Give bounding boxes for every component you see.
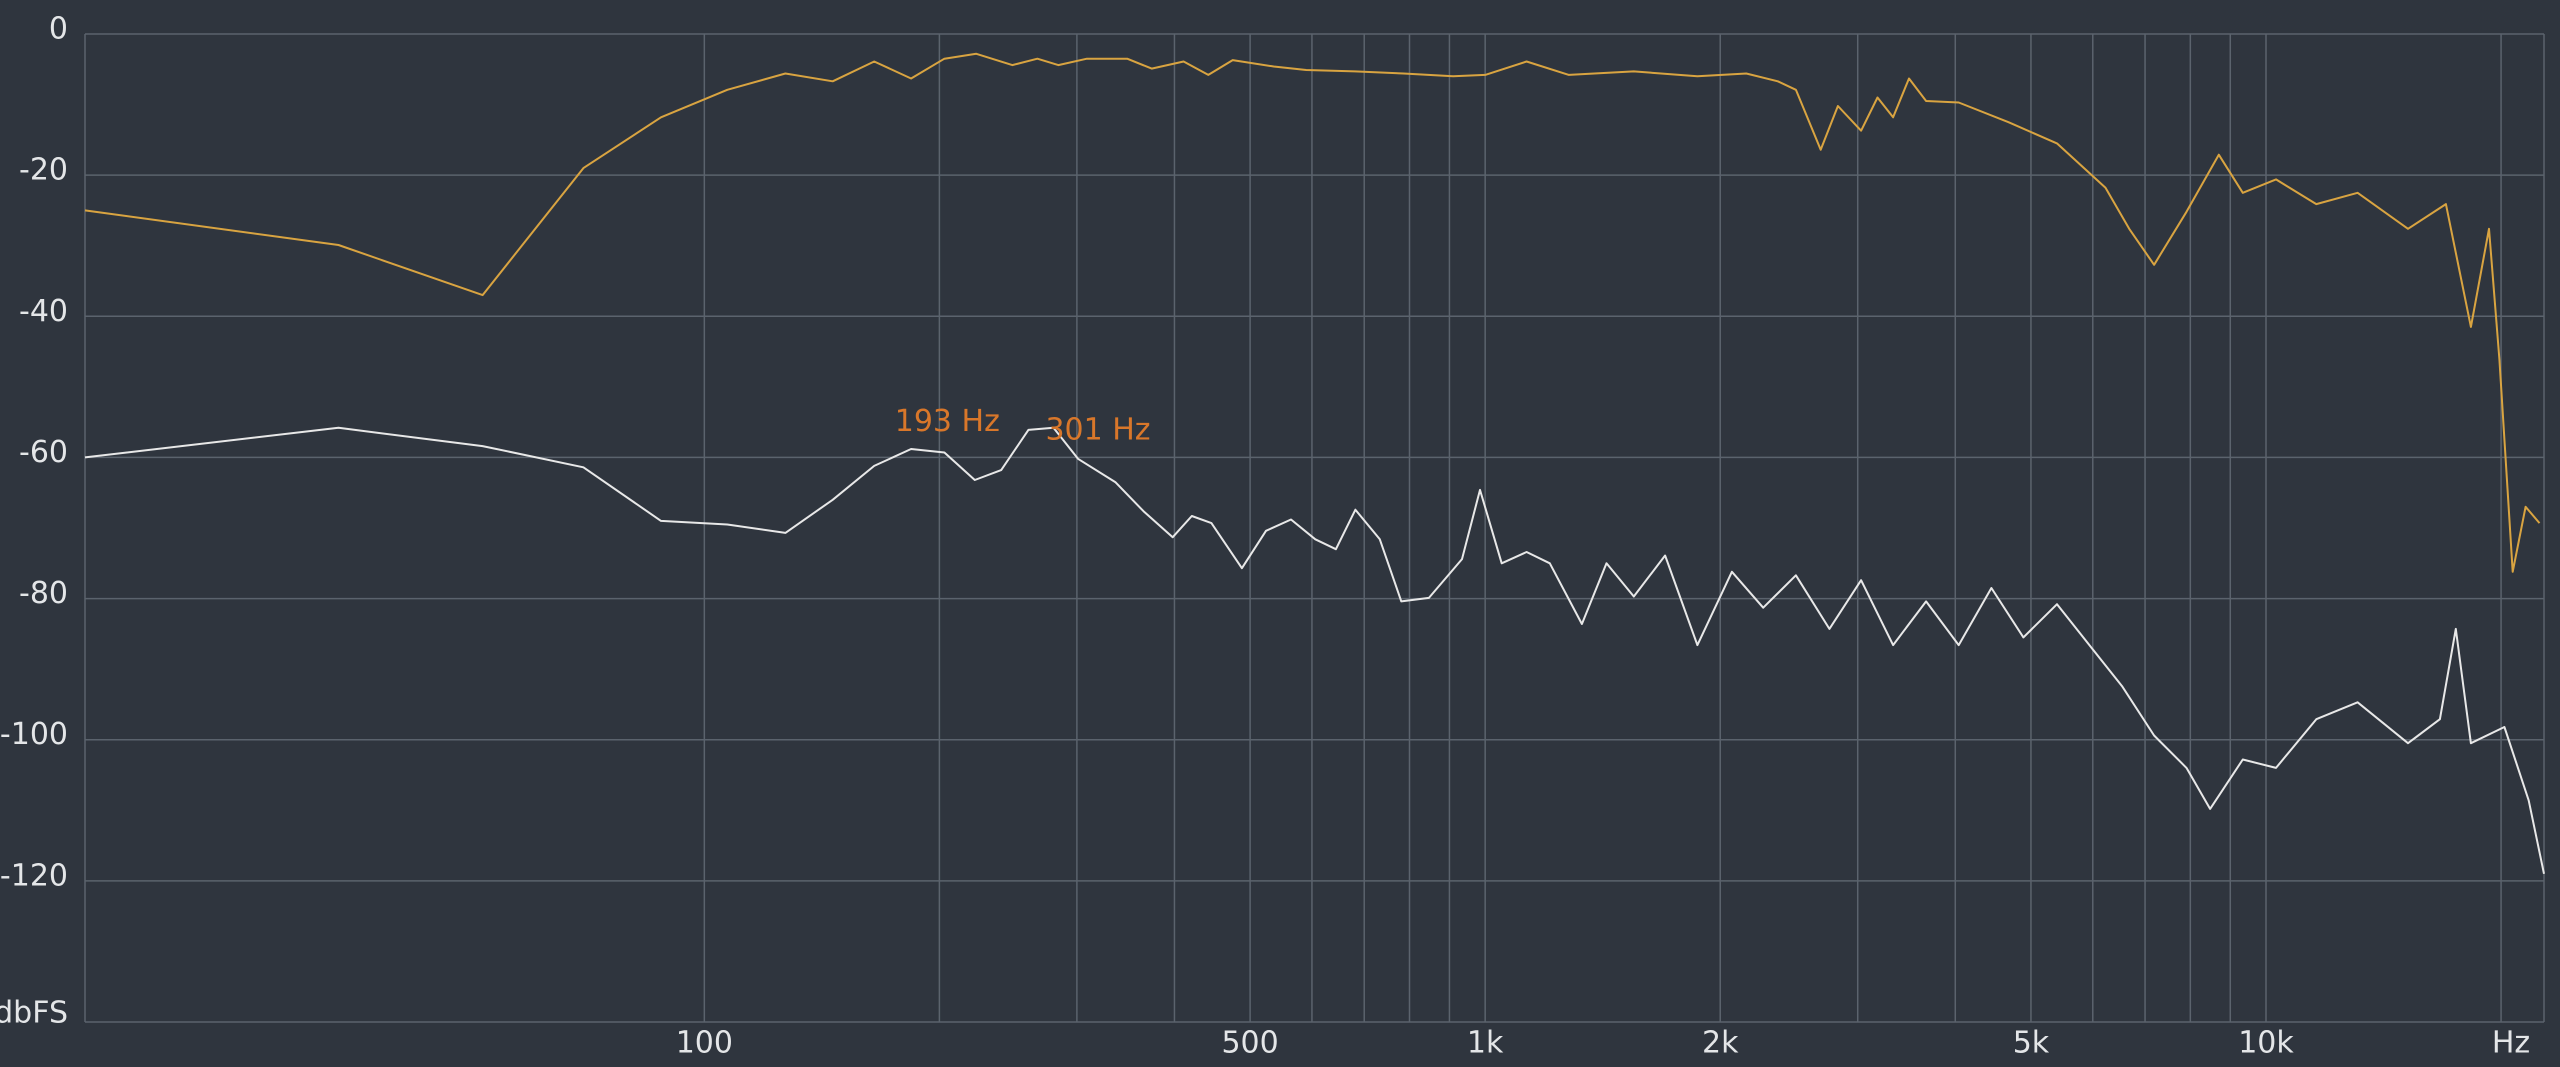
y-axis-label: dbFS (0, 996, 68, 1031)
x-tick-label: 500 (1221, 1026, 1278, 1061)
peak-annotation: 193 Hz (895, 404, 1000, 439)
x-tick-label: 2k (1702, 1026, 1739, 1061)
y-tick-label: -60 (19, 435, 68, 470)
x-axis-label: Hz (2492, 1026, 2530, 1061)
y-tick-label: -80 (19, 576, 68, 611)
spectrum-line (84, 52, 2541, 573)
y-tick-label: -100 (0, 717, 68, 752)
y-tick-label: -40 (19, 294, 68, 329)
x-tick-label: 100 (676, 1026, 733, 1061)
y-tick-label: 0 (49, 12, 68, 47)
x-tick-label: 5k (2013, 1026, 2050, 1061)
x-tick-label: 10k (2238, 1026, 2294, 1061)
spectrum-line (84, 426, 2545, 875)
y-tick-label: -20 (19, 153, 68, 188)
peak-annotation: 301 Hz (1045, 412, 1150, 447)
y-tick-label: -120 (0, 858, 68, 893)
x-tick-label: 1k (1467, 1026, 1504, 1061)
